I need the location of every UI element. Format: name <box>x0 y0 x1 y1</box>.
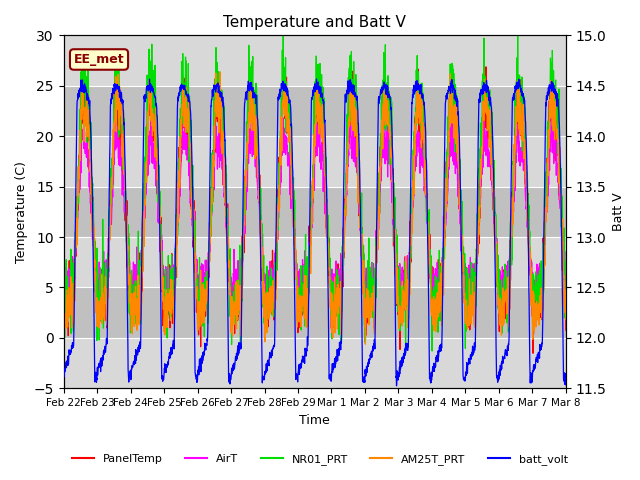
NR01_PRT <box>60 312 67 318</box>
PanelTemp <box>461 299 468 304</box>
PanelTemp <box>518 114 525 120</box>
PanelTemp <box>340 251 348 257</box>
PanelTemp <box>562 327 570 333</box>
Line: batt_volt: batt_volt <box>63 79 566 386</box>
batt_volt <box>329 362 337 368</box>
PanelTemp <box>529 350 537 356</box>
AM25T_PRT <box>329 299 337 305</box>
NR01_PRT <box>340 228 348 234</box>
AirT <box>562 285 570 290</box>
AM25T_PRT <box>532 312 540 317</box>
Bar <box>63 36 566 86</box>
Bar <box>63 86 566 136</box>
NR01_PRT <box>532 297 540 303</box>
AM25T_PRT <box>340 249 348 254</box>
Line: NR01_PRT: NR01_PRT <box>63 19 566 351</box>
Bar <box>63 237 566 288</box>
Legend: PanelTemp, AirT, NR01_PRT, AM25T_PRT, batt_volt: PanelTemp, AirT, NR01_PRT, AM25T_PRT, ba… <box>68 450 572 469</box>
Text: EE_met: EE_met <box>74 53 124 66</box>
AirT <box>518 156 525 162</box>
Y-axis label: Batt V: Batt V <box>612 192 625 231</box>
PanelTemp <box>60 278 67 284</box>
batt_volt <box>313 76 321 82</box>
Title: Temperature and Batt V: Temperature and Batt V <box>223 15 406 30</box>
PanelTemp <box>329 276 337 282</box>
AM25T_PRT <box>200 299 207 305</box>
NR01_PRT <box>200 293 207 299</box>
AirT <box>329 271 337 276</box>
AM25T_PRT <box>362 341 369 347</box>
batt_volt <box>60 366 67 372</box>
Bar <box>63 136 566 187</box>
NR01_PRT <box>518 74 525 80</box>
NR01_PRT <box>329 284 337 289</box>
Bar <box>63 288 566 338</box>
Y-axis label: Temperature (C): Temperature (C) <box>15 161 28 263</box>
NR01_PRT <box>461 251 468 256</box>
AM25T_PRT <box>216 69 224 75</box>
batt_volt <box>461 376 468 382</box>
batt_volt <box>532 357 540 363</box>
Line: PanelTemp: PanelTemp <box>63 54 566 353</box>
NR01_PRT <box>562 308 570 313</box>
AM25T_PRT <box>461 290 468 296</box>
AirT <box>400 308 408 313</box>
AirT <box>461 278 468 284</box>
batt_volt <box>200 351 207 357</box>
PanelTemp <box>279 51 287 57</box>
Line: AirT: AirT <box>63 113 566 311</box>
AirT <box>532 276 540 282</box>
AirT <box>340 222 348 228</box>
Bar <box>63 338 566 388</box>
AirT <box>200 279 208 285</box>
PanelTemp <box>532 286 540 291</box>
AM25T_PRT <box>562 317 570 323</box>
NR01_PRT <box>280 16 287 22</box>
AM25T_PRT <box>60 293 67 299</box>
PanelTemp <box>200 305 207 311</box>
NR01_PRT <box>428 348 436 354</box>
AirT <box>112 110 120 116</box>
AirT <box>60 268 67 274</box>
batt_volt <box>393 383 401 389</box>
batt_volt <box>562 371 570 376</box>
X-axis label: Time: Time <box>300 414 330 427</box>
batt_volt <box>340 166 348 171</box>
Bar <box>63 187 566 237</box>
Line: AM25T_PRT: AM25T_PRT <box>63 72 566 344</box>
AM25T_PRT <box>518 123 525 129</box>
batt_volt <box>518 88 525 94</box>
